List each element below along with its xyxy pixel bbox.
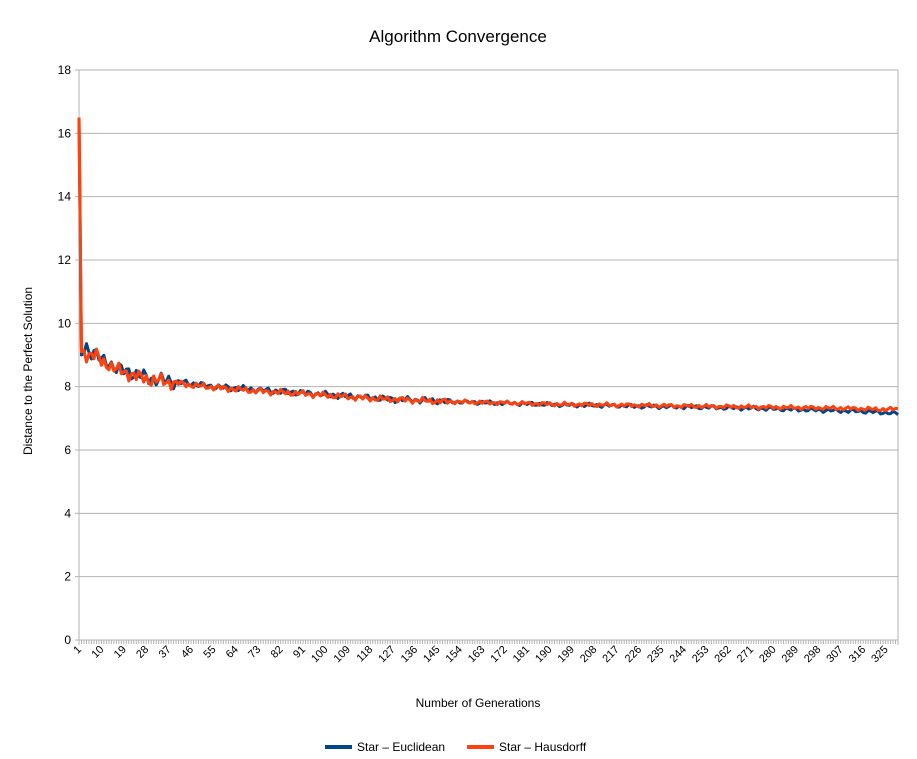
x-tick-label: 118 [354, 644, 375, 665]
y-tick-label: 10 [58, 316, 72, 330]
y-tick-label: 16 [58, 126, 72, 140]
x-tick-label: 82 [269, 644, 286, 661]
y-tick-label: 18 [58, 63, 72, 77]
x-tick-label: 217 [600, 644, 621, 665]
x-tick-label: 19 [112, 644, 129, 661]
x-tick-label: 190 [533, 644, 554, 665]
x-tick-label: 100 [309, 644, 330, 665]
x-tick-label: 199 [556, 644, 577, 665]
x-tick-label: 280 [757, 644, 778, 665]
x-tick-label: 262 [712, 644, 733, 665]
grid-lines [75, 69, 899, 645]
y-tick-label: 2 [64, 570, 71, 584]
x-axis-ticks: 1 10 19 28 37 46 55 64 73 82 91 100 109 118 127 136 145 1… [71, 640, 899, 665]
x-tick-label: 127 [376, 644, 397, 665]
legend-label-0: Star – Euclidean [357, 740, 445, 754]
legend: Star – Euclidean Star – Hausdorff [325, 740, 587, 754]
x-tick-label: 73 [246, 644, 263, 661]
x-tick-label: 271 [735, 644, 756, 665]
series-line-0 [77, 117, 899, 416]
x-axis-title: Number of Generations [416, 696, 541, 710]
x-tick-label: 154 [444, 644, 465, 665]
x-tick-label: 145 [421, 644, 442, 665]
x-tick-label: 226 [623, 644, 644, 665]
y-tick-label: 12 [58, 253, 72, 267]
y-tick-label: 4 [64, 506, 71, 520]
x-tick-label: 298 [802, 644, 823, 665]
x-tick-label: 64 [224, 644, 241, 661]
x-tick-label: 37 [157, 644, 174, 661]
series-lines [77, 117, 899, 416]
y-tick-label: 6 [64, 443, 71, 457]
x-tick-label: 55 [201, 644, 218, 661]
x-tick-label: 235 [645, 644, 666, 665]
x-tick-label: 136 [399, 644, 420, 665]
x-tick-label: 46 [179, 644, 196, 661]
x-tick-label: 10 [89, 644, 106, 661]
x-tick-label: 307 [824, 644, 845, 665]
x-tick-label: 91 [291, 644, 308, 661]
x-tick-label: 289 [780, 644, 801, 665]
x-tick-label: 253 [690, 644, 711, 665]
x-tick-label: 325 [869, 644, 890, 665]
x-tick-label: 244 [668, 644, 689, 665]
series-line-1 [77, 117, 899, 413]
y-axis-ticks: 0 2 4 6 8 10 12 14 16 18 [58, 63, 72, 647]
x-tick-label: 1 [71, 644, 84, 657]
y-tick-label: 0 [64, 633, 71, 647]
x-tick-label: 181 [511, 644, 532, 665]
x-tick-label: 208 [578, 644, 599, 665]
y-tick-label: 8 [64, 380, 71, 394]
legend-label-1: Star – Hausdorff [499, 740, 587, 754]
x-tick-label: 28 [134, 644, 151, 661]
y-tick-label: 14 [58, 190, 72, 204]
x-tick-label: 316 [847, 644, 868, 665]
chart-title: Algorithm Convergence [369, 27, 547, 46]
x-tick-label: 163 [466, 644, 487, 665]
x-tick-label: 109 [332, 644, 353, 665]
y-axis-title: Distance to the Perfect Solution [21, 287, 35, 455]
x-tick-label: 172 [488, 644, 509, 665]
